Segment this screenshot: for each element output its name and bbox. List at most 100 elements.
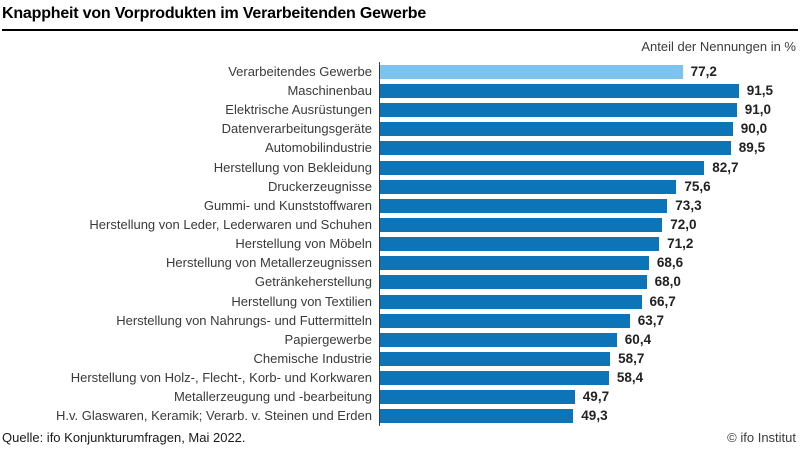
bar-category-label: Druckerzeugnisse (267, 178, 372, 194)
page-title: Knappheit von Vorprodukten im Verarbeite… (2, 5, 427, 22)
bar-track: 91,0 (379, 100, 798, 120)
bar (380, 256, 649, 271)
bar-value-label: 82,7 (712, 159, 739, 175)
bar-category-label: Getränkeherstellung (254, 274, 372, 290)
bar-value-label: 91,5 (746, 83, 773, 99)
bar-category-label: Herstellung von Möbeln (235, 236, 372, 252)
bar (380, 84, 739, 99)
bar (380, 390, 575, 405)
bar-value-label: 91,0 (744, 102, 771, 118)
bar-row: Maschinenbau 91,5 (2, 81, 798, 101)
bar-row: Verarbeitendes Gewerbe 77,2 (2, 62, 798, 82)
bar (380, 275, 647, 290)
bar (380, 141, 731, 156)
bar (380, 332, 617, 347)
title-rule (2, 29, 798, 32)
bar (380, 352, 611, 366)
bar-chart: Verarbeitendes Gewerbe 77,2 Maschinenbau 91… (2, 62, 798, 426)
bar (380, 294, 642, 309)
bar (380, 64, 683, 79)
bar-category-label: Elektrische Ausrüstungen (225, 102, 372, 118)
bar-row: Herstellung von Bekleidung 82,7 (2, 158, 798, 178)
bar-row: Herstellung von Möbeln 71,2 (2, 234, 798, 254)
bar-track: 60,4 (379, 330, 798, 350)
bar (380, 409, 574, 424)
footer: Quelle: ifo Konjunkturumfragen, Mai 2022… (2, 430, 798, 445)
bar-row: Getränkeherstellung 68,0 (2, 272, 798, 293)
bar-category-label: Maschinenbau (287, 83, 372, 99)
bar-category-label: Metallerzeugung und -bearbeitung (173, 389, 372, 405)
copyright-note: © ifo Institut (727, 430, 796, 445)
bar-track: 63,7 (379, 311, 798, 331)
bar-track: 68,6 (379, 253, 798, 273)
bar-category-label: H.v. Glaswaren, Keramik; Verarb. v. Stei… (56, 408, 372, 424)
bar-track: 49,7 (379, 387, 798, 407)
bar-row: Datenverarbeitungsgeräte 90,0 (2, 119, 798, 139)
bar (380, 237, 660, 252)
bar-value-label: 73,3 (675, 197, 702, 213)
bar-value-label: 77,2 (690, 63, 717, 79)
bar-value-label: 75,6 (684, 178, 711, 194)
bar-category-label: Chemische Industrie (253, 351, 373, 366)
bar-value-label: 66,7 (649, 293, 676, 309)
bar-value-label: 49,3 (581, 408, 608, 424)
bar-track: 58,4 (379, 368, 798, 388)
bar-track: 82,7 (379, 158, 798, 178)
bar-category-label: Gummi- und Kunststoffwaren (203, 197, 372, 213)
bar-category-label: Verarbeitendes Gewerbe (228, 63, 372, 79)
bar-value-label: 71,2 (667, 236, 694, 252)
bar-category-label: Herstellung von Nahrungs- und Futtermitt… (116, 312, 372, 328)
bar-category-label: Herstellung von Leder, Lederwaren und Sc… (89, 217, 372, 233)
bar-category-label: Herstellung von Textilien (231, 293, 372, 309)
bar-row: Herstellung von Leder, Lederwaren und Sc… (2, 215, 798, 235)
bar (380, 313, 630, 328)
bar-category-label: Herstellung von Metallerzeugnissen (166, 255, 372, 271)
value-axis-label: Anteil der Nennungen in % (641, 39, 796, 55)
bar (380, 103, 737, 118)
bar-value-label: 49,7 (582, 389, 610, 405)
bar-track: 72,0 (379, 215, 798, 235)
bar-row: Automobilindustrie 89,5 (2, 138, 798, 159)
bar-track: 89,5 (379, 138, 798, 159)
bar-category-label: Automobilindustrie (265, 140, 372, 156)
bar-row: H.v. Glaswaren, Keramik; Verarb. v. Stei… (2, 406, 798, 426)
bar (380, 160, 705, 175)
bar (380, 198, 668, 213)
bar-track: 90,0 (379, 119, 798, 139)
bar-value-label: 72,0 (670, 217, 697, 233)
bar-category-label: Herstellung von Holz-, Flecht-, Korb- un… (70, 370, 372, 386)
bar-track: 68,0 (379, 272, 798, 293)
bar (380, 371, 609, 386)
bar-value-label: 90,0 (740, 121, 768, 137)
bar-row: Druckerzeugnisse 75,6 (2, 177, 798, 197)
bar-row: Gummi- und Kunststoffwaren 73,3 (2, 196, 798, 216)
bar (380, 218, 663, 233)
bar-track: 75,6 (379, 177, 798, 197)
bar-row: Papiergewerbe 60,4 (2, 330, 798, 350)
bar-value-label: 58,4 (616, 370, 644, 386)
bar-row: Metallerzeugung und -bearbeitung 49,7 (2, 387, 798, 407)
bar-category-label: Datenverarbeitungsgeräte (221, 121, 372, 137)
bar-value-label: 58,7 (618, 351, 645, 366)
bar-row: Herstellung von Holz-, Flecht-, Korb- un… (2, 368, 798, 388)
bar-row: Herstellung von Nahrungs- und Futtermitt… (2, 311, 798, 331)
bar-category-label: Papiergewerbe (284, 331, 372, 347)
bar-track: 58,7 (379, 349, 798, 369)
bar-value-label: 68,0 (654, 274, 681, 290)
bar-value-label: 89,5 (738, 140, 766, 156)
bar-row: Elektrische Ausrüstungen 91,0 (2, 100, 798, 120)
bar-track: 49,3 (379, 406, 798, 426)
bar-track: 73,3 (379, 196, 798, 216)
bar-row: Herstellung von Textilien 66,7 (2, 292, 798, 312)
bar (380, 122, 733, 137)
bar-value-label: 60,4 (624, 331, 652, 347)
bar-row: Chemische Industrie 58,7 (2, 349, 798, 369)
bar-value-label: 63,7 (637, 312, 664, 328)
bar-value-label: 68,6 (656, 255, 684, 271)
bar-row: Herstellung von Metallerzeugnissen 68,6 (2, 253, 798, 273)
bar-track: 71,2 (379, 234, 798, 254)
bar-track: 77,2 (379, 62, 798, 82)
source-note: Quelle: ifo Konjunkturumfragen, Mai 2022… (2, 430, 246, 445)
bar-track: 66,7 (379, 292, 798, 312)
bar-track: 91,5 (379, 81, 798, 101)
